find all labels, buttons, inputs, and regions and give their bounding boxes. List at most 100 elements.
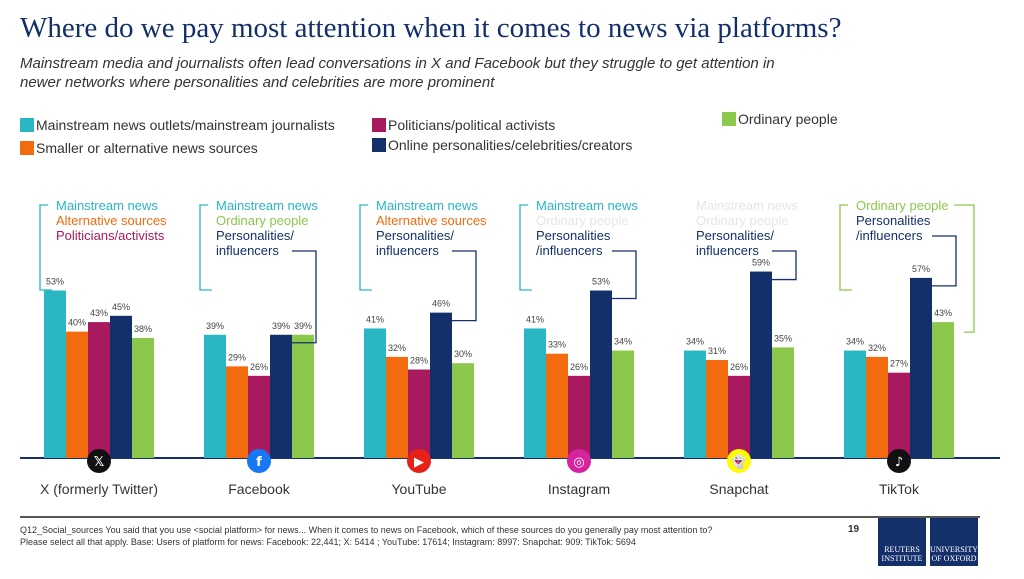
bar: [270, 334, 292, 458]
annotation-text: Ordinary people: [216, 213, 309, 228]
bar: [612, 350, 634, 458]
data-label: 39%: [294, 321, 312, 331]
data-label: 30%: [454, 349, 472, 359]
data-label: 31%: [708, 346, 726, 356]
data-label: 39%: [272, 321, 290, 331]
category-label: Snapchat: [709, 481, 768, 497]
bar: [248, 375, 270, 458]
annotation-bracket: [444, 250, 477, 322]
data-label: 46%: [432, 299, 450, 309]
annotation-text: Mainstream news: [376, 198, 478, 213]
page-number: 19: [848, 524, 860, 535]
x-logo-icon-glyph: 𝕏: [94, 455, 105, 470]
annotation-text: Politicians/activists: [56, 228, 165, 243]
bar: [844, 350, 866, 458]
data-label: 43%: [934, 308, 952, 318]
bar: [910, 277, 932, 458]
bar: [524, 328, 546, 458]
legend-swatch: [372, 138, 386, 152]
data-label: 38%: [134, 324, 152, 334]
bar: [110, 315, 132, 458]
bar: [684, 350, 706, 458]
bar: [44, 290, 66, 458]
annotation-text: /influencers: [856, 228, 923, 243]
legend-label: Smaller or alternative news sources: [36, 140, 258, 156]
data-label: 32%: [868, 343, 886, 353]
reuters-institute-logo: REUTERS INSTITUTE: [878, 518, 926, 566]
bar: [226, 366, 248, 458]
annotation-bracket: [954, 204, 975, 333]
x-logo-icon: [87, 449, 111, 473]
logo-text: REUTERS INSTITUTE: [881, 545, 923, 563]
annotation-text: Mainstream news: [696, 198, 798, 213]
logo-text: UNIVERSITY OF OXFORD: [930, 545, 978, 563]
legend-label: Mainstream news outlets/mainstream journ…: [36, 117, 335, 133]
data-label: 32%: [388, 343, 406, 353]
bar: [204, 334, 226, 458]
legend-swatch: [20, 118, 34, 132]
facebook-icon: [247, 449, 271, 473]
youtube-icon: [407, 449, 431, 473]
annotation-bracket: [924, 235, 957, 287]
bar: [452, 363, 474, 458]
data-label: 43%: [90, 308, 108, 318]
data-label: 41%: [526, 314, 544, 324]
subtitle: Mainstream media and journalists often l…: [20, 55, 775, 91]
oxford-logo: UNIVERSITY OF OXFORD: [930, 518, 978, 566]
annotation-text: /influencers: [536, 243, 603, 258]
annotation-text: influencers: [376, 243, 439, 258]
bar: [88, 322, 110, 458]
bar: [772, 347, 794, 458]
annotation-bracket: [284, 250, 317, 344]
data-label: 34%: [614, 337, 632, 347]
annotation-text: Personalities: [536, 228, 611, 243]
annotation-bracket: [604, 250, 637, 300]
annotation-text: Alternative sources: [56, 213, 167, 228]
annotation-text: Mainstream news: [56, 198, 158, 213]
bar: [568, 375, 590, 458]
annotation-text: influencers: [696, 243, 759, 258]
bar: [546, 353, 568, 458]
annotation-text: Mainstream news: [216, 198, 318, 213]
data-label: 57%: [912, 264, 930, 274]
annotation-text: Personalities/: [216, 228, 294, 243]
snapchat-icon: [727, 449, 751, 473]
category-label: X (formerly Twitter): [40, 481, 158, 497]
bar: [408, 369, 430, 458]
bar: [750, 271, 772, 458]
data-label: 26%: [730, 362, 748, 372]
annotation-text: influencers: [216, 243, 279, 258]
annotation-text: Personalities: [856, 213, 931, 228]
annotation-bracket: [764, 250, 797, 281]
data-label: 27%: [890, 359, 908, 369]
data-label: 28%: [410, 356, 428, 366]
bar: [706, 360, 728, 458]
legend-item-ordinary: Ordinary people: [722, 111, 838, 127]
tiktok-icon: [887, 449, 911, 473]
bar: [132, 337, 154, 458]
legend-label: Politicians/political activists: [388, 117, 556, 133]
annotation-bracket: [359, 204, 372, 291]
bar: [590, 290, 612, 458]
annotation-text: Alternative sources: [376, 213, 487, 228]
bar: [866, 356, 888, 458]
data-label: 29%: [228, 352, 246, 362]
legend-label: Online personalities/celebrities/creator…: [388, 137, 633, 153]
annotation-text: Ordinary people: [696, 213, 789, 228]
legend-item-personalities: Online personalities/celebrities/creator…: [372, 137, 632, 153]
category-label: Facebook: [228, 481, 290, 497]
data-label: 35%: [774, 333, 792, 343]
annotation-bracket: [519, 204, 532, 291]
data-label: 53%: [592, 277, 610, 287]
footnote-line: Q12_Social_sources You said that you use…: [20, 525, 713, 535]
annotation-text: Mainstream news: [536, 198, 638, 213]
youtube-icon-glyph: ▶: [414, 455, 424, 470]
data-label: 53%: [46, 277, 64, 287]
annotation-text: Personalities/: [696, 228, 774, 243]
bar: [728, 375, 750, 458]
page-title: Where do we pay most attention when it c…: [20, 12, 842, 44]
annotation-text: Ordinary people: [536, 213, 629, 228]
instagram-icon-glyph: ◎: [573, 455, 584, 470]
bar: [430, 312, 452, 458]
